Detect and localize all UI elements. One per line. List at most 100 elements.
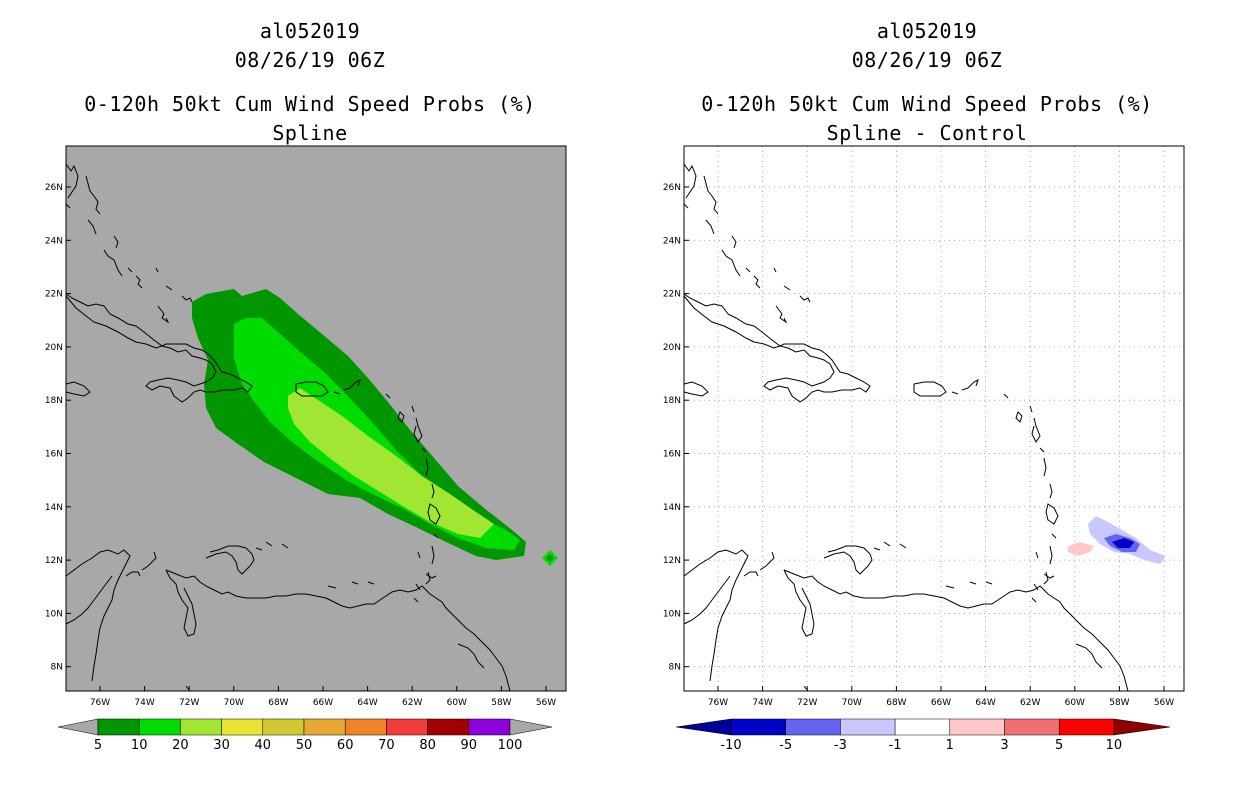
- right-lat-label: 22N: [663, 290, 681, 300]
- left-colorbar-label: 50: [296, 738, 313, 753]
- left-colorbar-box: [468, 718, 511, 736]
- right-colorbar-low-arrow: [675, 718, 732, 736]
- right-diff-pink: [1068, 542, 1094, 556]
- right-colorbar-box: [840, 718, 896, 736]
- right-lon-label: 66W: [931, 698, 951, 708]
- right-colorbar-label: -3: [834, 738, 847, 753]
- left-lat-label: 24N: [45, 236, 63, 246]
- right-storm-id: al052019: [876, 19, 978, 43]
- left-colorbar-box: [221, 718, 264, 736]
- right-colorbar-box: [785, 718, 841, 736]
- left-lon-label: 70W: [224, 698, 244, 708]
- right-diff-dark-blue: [1112, 538, 1134, 548]
- left-colorbar-label: 100: [498, 738, 523, 753]
- left-lat-label: 10N: [45, 609, 63, 619]
- right-colorbar: -10 -5 -3 -1 1 3 5 10: [675, 718, 1171, 753]
- left-map: 26N 24N 22N 20N 18N 16N 14N 12N 10N 8N 76W 74W 72W 70…: [45, 145, 567, 708]
- right-lon-label: 70W: [842, 698, 862, 708]
- left-colorbar-box: [303, 718, 346, 736]
- right-colorbar-box: [894, 718, 951, 736]
- left-lat-label: 22N: [45, 290, 63, 300]
- right-subtitle: Spline - Control: [826, 121, 1028, 145]
- left-lat-label: 16N: [45, 450, 63, 460]
- left-storm-id: al052019: [259, 19, 361, 43]
- right-lat-label: 26N: [663, 183, 681, 193]
- left-colorbar-box: [97, 718, 140, 736]
- left-lat-label: 20N: [45, 343, 63, 353]
- left-colorbar-label: 10: [131, 738, 148, 753]
- right-colorbar-box: [1004, 718, 1060, 736]
- left-lon-label: 62W: [402, 698, 422, 708]
- left-colorbar-box: [386, 718, 428, 736]
- left-colorbar-box: [180, 718, 222, 736]
- right-colorbar-box: [949, 718, 1005, 736]
- left-colorbar-box: [344, 718, 387, 736]
- right-product: 0-120h 50kt Cum Wind Speed Probs (%): [701, 92, 1153, 116]
- right-lat-label: 24N: [663, 236, 681, 246]
- left-colorbar-box: [427, 718, 470, 736]
- left-lat-label: 18N: [45, 396, 63, 406]
- left-colorbar-box: [138, 718, 181, 736]
- right-colorbar-label: -5: [779, 738, 792, 753]
- right-gridlines: [684, 146, 1184, 691]
- left-prob-10: [234, 318, 520, 550]
- left-lon-label: 56W: [536, 698, 556, 708]
- right-map-background: [684, 146, 1184, 691]
- right-map: 26N 24N 22N 20N 18N 16N 14N 12N 10N 8N 76W 74W 72W 70…: [663, 145, 1185, 708]
- right-lat-label: 16N: [663, 450, 681, 460]
- left-lon-label: 68W: [268, 698, 288, 708]
- right-lat-label: 12N: [663, 556, 681, 566]
- left-colorbar: 5 10 20 30 40 50 60 70 80 90 100: [57, 718, 553, 753]
- left-lat-label: 12N: [45, 556, 63, 566]
- right-colorbar-label: 10: [1106, 738, 1123, 753]
- right-title: al052019 08/26/19 06Z 0-120h 50kt Cum Wi…: [677, 17, 1177, 148]
- right-colorbar-label: 5: [1055, 738, 1063, 753]
- left-lon-label: 72W: [179, 698, 199, 708]
- right-datetime: 08/26/19 06Z: [851, 48, 1003, 72]
- right-lon-label: 60W: [1065, 698, 1085, 708]
- left-datetime: 08/26/19 06Z: [234, 48, 386, 72]
- right-colorbar-high-arrow: [1113, 718, 1171, 736]
- left-lon-label: 60W: [447, 698, 467, 708]
- left-product: 0-120h 50kt Cum Wind Speed Probs (%): [84, 92, 536, 116]
- right-lon-label: 58W: [1109, 698, 1129, 708]
- right-lon-label: 76W: [708, 698, 728, 708]
- left-colorbar-label: 80: [419, 738, 436, 753]
- right-lon-label: 72W: [797, 698, 817, 708]
- left-colorbar-label: 20: [172, 738, 189, 753]
- left-prob-20: [288, 388, 494, 538]
- left-colorbar-label: 5: [94, 738, 102, 753]
- left-colorbar-label: 30: [213, 738, 230, 753]
- left-lon-label: 64W: [357, 698, 377, 708]
- left-colorbar-high-arrow: [509, 718, 553, 736]
- left-colorbar-low-arrow: [57, 718, 99, 736]
- left-colorbar-label: 90: [461, 738, 478, 753]
- left-lon-label: 74W: [134, 698, 154, 708]
- left-axis-ticks: 26N 24N 22N 20N 18N 16N 14N 12N 10N 8N 76W 74W 72W 70…: [45, 183, 556, 708]
- right-lat-label: 18N: [663, 396, 681, 406]
- right-lat-label: 8N: [669, 663, 681, 673]
- left-lon-label: 76W: [90, 698, 110, 708]
- right-axis-ticks: 26N 24N 22N 20N 18N 16N 14N 12N 10N 8N 76W 74W 72W 70…: [663, 183, 1174, 708]
- right-colorbar-label: 3: [1000, 738, 1008, 753]
- right-lon-label: 68W: [886, 698, 906, 708]
- right-lat-label: 10N: [663, 609, 681, 619]
- left-subtitle: Spline: [272, 121, 348, 145]
- right-lon-label: 64W: [975, 698, 995, 708]
- right-colorbar-label: -10: [720, 738, 741, 753]
- left-map-frame: [65, 145, 567, 692]
- right-map-frame: [683, 145, 1185, 692]
- left-colorbar-label: 60: [337, 738, 354, 753]
- right-lon-label: 56W: [1154, 698, 1174, 708]
- right-colorbar-box: [730, 718, 786, 736]
- right-lon-label: 62W: [1020, 698, 1040, 708]
- left-lat-label: 26N: [45, 183, 63, 193]
- left-lon-label: 58W: [491, 698, 511, 708]
- left-colorbar-box: [262, 718, 305, 736]
- left-colorbar-label: 70: [378, 738, 395, 753]
- right-colorbar-label: 1: [946, 738, 954, 753]
- right-colorbar-box: [1058, 718, 1115, 736]
- left-lat-label: 14N: [45, 503, 63, 513]
- right-lat-label: 20N: [663, 343, 681, 353]
- right-colorbar-label: -1: [889, 738, 902, 753]
